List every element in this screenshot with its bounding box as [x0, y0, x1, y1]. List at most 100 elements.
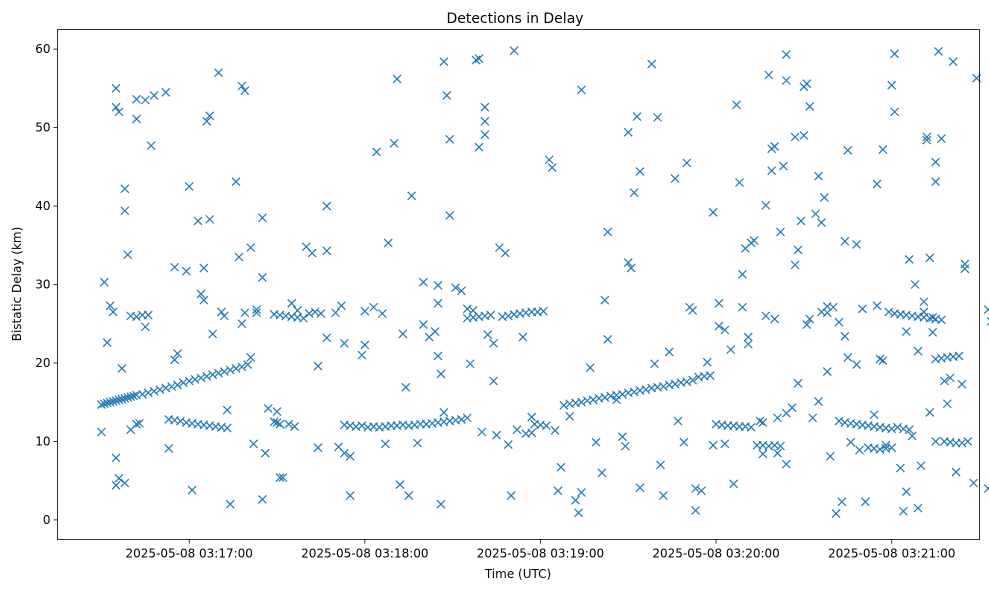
detection-marker [202, 116, 212, 126]
detection-marker [234, 252, 244, 262]
detection-marker [360, 306, 370, 316]
detection-marker [799, 130, 809, 140]
detection-marker [313, 443, 323, 453]
detection-marker [787, 403, 797, 413]
detection-marker [316, 309, 326, 318]
detection-marker [793, 378, 803, 388]
detection-marker [600, 393, 610, 402]
detection-marker [565, 411, 575, 421]
detection-marker [263, 404, 273, 413]
detection-marker [928, 313, 938, 322]
detection-marker [726, 345, 736, 355]
detection-marker [246, 243, 256, 253]
detection-marker [556, 462, 566, 472]
detection-marker [837, 497, 847, 507]
detection-marker [214, 368, 223, 378]
detection-marker [278, 473, 288, 482]
detection-marker [173, 349, 182, 358]
detection-marker [904, 254, 914, 264]
detection-marker [167, 382, 177, 391]
detection-marker [954, 351, 964, 361]
detection-marker [219, 367, 229, 377]
detection-marker [802, 79, 812, 89]
detection-marker [691, 484, 701, 493]
detection-marker [626, 263, 636, 273]
detection-marker [123, 393, 133, 402]
detection-marker [480, 116, 490, 126]
detection-marker [120, 206, 130, 216]
detection-marker [878, 145, 888, 154]
detection-marker [489, 376, 499, 386]
detection-marker [843, 145, 853, 155]
detection-marker [433, 280, 443, 290]
detection-marker [550, 426, 560, 435]
detection-marker [817, 218, 826, 227]
detection-marker [205, 214, 215, 224]
detection-marker [623, 127, 633, 137]
detection-marker [310, 307, 320, 317]
scatter-marks [96, 46, 989, 519]
detection-marker [225, 499, 235, 509]
detection-marker [135, 418, 144, 428]
detection-marker [243, 360, 253, 369]
detection-marker [184, 376, 194, 386]
detection-marker [761, 200, 771, 210]
detection-marker [588, 395, 598, 405]
detection-marker [216, 307, 226, 317]
x-tick-label: 2025-05-08 03:20:00 [652, 547, 779, 561]
detection-marker [764, 70, 774, 80]
detection-marker [743, 339, 753, 349]
detection-marker [574, 508, 583, 518]
detection-marker [237, 362, 247, 372]
y-tick-label: 50 [35, 121, 50, 135]
detection-marker [196, 289, 206, 299]
detection-marker [714, 321, 724, 331]
detection-marker [925, 253, 935, 263]
detection-marker [489, 338, 499, 348]
detection-marker [190, 375, 200, 384]
detection-marker [357, 350, 367, 360]
detection-marker [931, 436, 941, 446]
detection-marker [890, 309, 900, 318]
detection-marker [313, 361, 323, 371]
detection-marker [814, 396, 823, 406]
x-axis: 2025-05-08 03:17:00 2025-05-08 03:18:00 20… [125, 539, 955, 561]
y-tick-label: 40 [35, 199, 50, 213]
detection-marker [597, 468, 607, 478]
detection-marker [202, 371, 212, 381]
detection-marker [916, 461, 926, 471]
detection-marker [430, 327, 440, 337]
detection-marker [983, 305, 989, 315]
detection-marker [468, 305, 478, 315]
detection-marker [500, 248, 510, 258]
detection-marker [901, 487, 911, 497]
detection-marker [617, 432, 627, 442]
detection-marker [225, 365, 235, 375]
detection-marker [132, 312, 141, 322]
detection-marker [249, 439, 259, 449]
detection-marker [650, 359, 660, 369]
detection-marker [252, 305, 261, 315]
detection-marker [658, 491, 668, 500]
detection-marker [834, 317, 844, 327]
detection-marker [629, 387, 639, 397]
detection-marker [714, 298, 724, 308]
detection-marker [480, 130, 490, 140]
detection-marker [456, 286, 466, 296]
detection-marker [176, 416, 185, 426]
detection-marker [749, 236, 759, 245]
detection-marker [442, 90, 452, 100]
detection-marker [404, 491, 414, 500]
detection-marker [735, 178, 744, 187]
detection-marker [290, 422, 300, 431]
detection-marker [770, 314, 780, 324]
detection-marker [105, 397, 115, 407]
detection-marker [372, 147, 381, 157]
detection-marker [840, 331, 850, 341]
detection-marker [887, 424, 897, 434]
detection-marker [120, 184, 130, 194]
detection-marker [776, 441, 785, 451]
detection-marker [173, 380, 182, 390]
detection-marker [901, 327, 911, 337]
detection-marker [708, 207, 718, 217]
